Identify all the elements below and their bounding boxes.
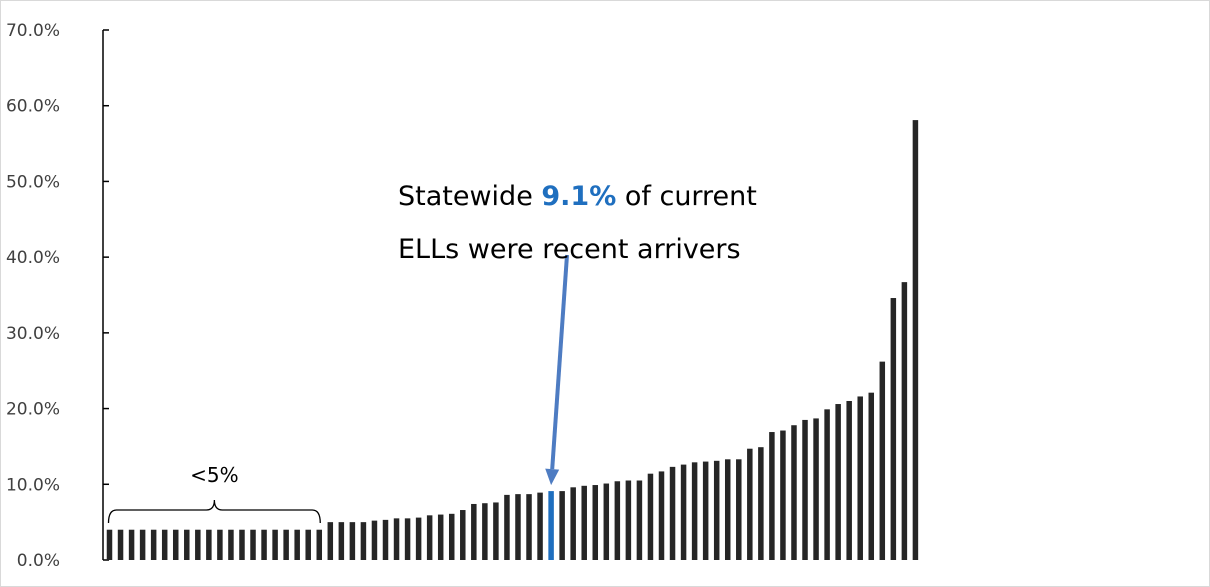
bar xyxy=(239,529,245,560)
bar xyxy=(261,529,267,560)
bar xyxy=(128,529,135,560)
bar xyxy=(217,529,223,560)
bar xyxy=(603,483,610,560)
bar xyxy=(504,494,510,560)
y-tick-label: 10.0% xyxy=(6,475,60,495)
bar xyxy=(570,487,576,560)
bar xyxy=(758,447,764,560)
bar xyxy=(581,485,587,560)
bar xyxy=(879,361,886,560)
bar xyxy=(250,529,256,560)
bar xyxy=(559,491,565,560)
bars xyxy=(106,120,919,560)
bar xyxy=(338,522,345,560)
bar xyxy=(393,518,400,560)
bar xyxy=(448,513,455,560)
y-tick-label: 70.0% xyxy=(6,21,60,41)
bar xyxy=(471,503,477,560)
bar xyxy=(857,396,863,560)
annotation-arrow xyxy=(545,254,569,486)
bar xyxy=(426,515,433,560)
annotation-prefix: Statewide xyxy=(398,181,541,212)
bar xyxy=(824,409,830,560)
y-tick-label: 50.0% xyxy=(6,172,60,192)
bar xyxy=(195,529,201,560)
annotation-line-1: Statewide 9.1% of current xyxy=(398,181,757,212)
bar xyxy=(669,466,676,560)
bar xyxy=(813,418,819,560)
bar xyxy=(360,522,367,560)
bar xyxy=(702,461,709,560)
bar xyxy=(614,481,621,560)
bar xyxy=(106,529,113,560)
bar xyxy=(592,485,599,560)
bar xyxy=(780,430,786,560)
bar xyxy=(327,522,334,560)
bar xyxy=(349,522,356,560)
bar xyxy=(294,529,300,560)
y-tick-label: 20.0% xyxy=(6,400,60,420)
bar xyxy=(680,464,687,560)
bar-statewide xyxy=(548,491,554,560)
bar xyxy=(912,120,919,560)
bar xyxy=(835,404,841,560)
annotation-suffix: of current xyxy=(616,181,757,212)
bar xyxy=(658,471,665,560)
bar xyxy=(117,529,124,560)
bar xyxy=(791,425,797,560)
y-tick-label: 0.0% xyxy=(17,551,60,571)
bar xyxy=(371,520,378,560)
bar xyxy=(161,529,168,560)
bar xyxy=(382,519,389,560)
bar xyxy=(206,529,212,560)
bar xyxy=(272,529,278,560)
bar xyxy=(636,480,643,560)
bar xyxy=(647,473,654,560)
bar xyxy=(460,510,466,560)
bar xyxy=(493,502,499,560)
bar xyxy=(305,529,311,560)
bar xyxy=(139,529,146,560)
bar xyxy=(437,514,444,560)
bar xyxy=(228,529,234,560)
bar xyxy=(691,462,698,560)
bar xyxy=(868,392,875,560)
y-axis: 0.0% 10.0% 20.0% 30.0% 40.0% 50.0% 60.0% 70.0% xyxy=(6,21,109,571)
bar xyxy=(846,401,852,560)
bar xyxy=(769,432,775,560)
bar xyxy=(415,517,422,560)
y-tick-label: 30.0% xyxy=(6,324,60,344)
bar xyxy=(150,529,157,560)
bar xyxy=(184,529,190,560)
bar xyxy=(890,298,897,560)
arrow-shaft xyxy=(550,254,569,470)
bar xyxy=(172,529,179,560)
annotation-line-2: ELLs were recent arrivers xyxy=(398,234,741,265)
bar xyxy=(537,492,543,560)
arrow-head xyxy=(545,468,560,486)
bar xyxy=(404,518,411,560)
bar xyxy=(515,494,521,560)
y-tick-label: 60.0% xyxy=(6,97,60,117)
bar xyxy=(747,448,753,560)
bar xyxy=(283,529,289,560)
bar xyxy=(724,459,731,560)
y-tick-label: 40.0% xyxy=(6,248,60,268)
bar xyxy=(901,282,908,560)
bar xyxy=(526,494,532,560)
bar xyxy=(482,503,488,560)
annotation-highlight-value: 9.1% xyxy=(541,181,616,212)
brace-shape xyxy=(107,499,321,524)
bar xyxy=(625,480,632,560)
bar xyxy=(316,529,323,560)
bar xyxy=(802,419,808,560)
bar xyxy=(713,460,720,560)
brace-label: <5% xyxy=(190,463,239,487)
bar xyxy=(736,459,742,560)
brace-annotation: <5% xyxy=(107,463,321,524)
